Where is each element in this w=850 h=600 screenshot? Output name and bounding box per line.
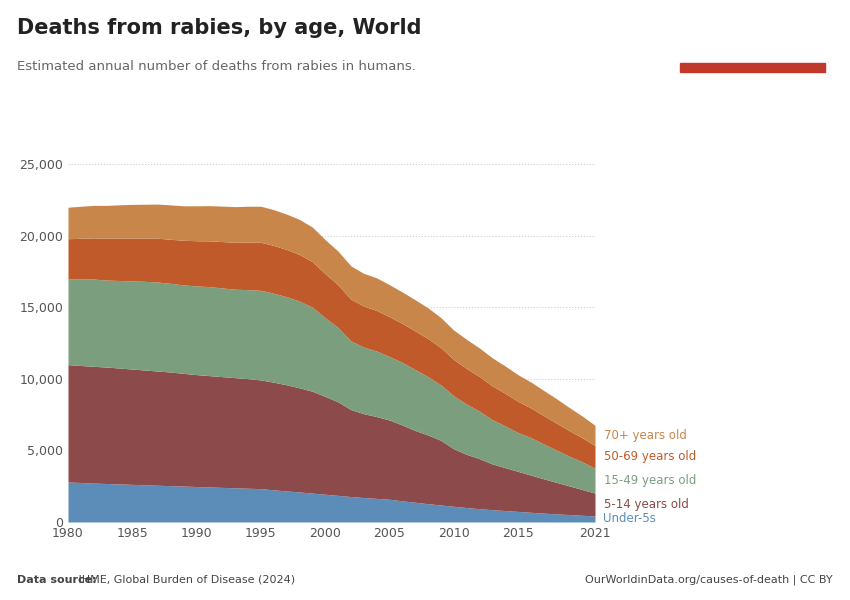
Text: Under-5s: Under-5s [604, 512, 656, 526]
Bar [680, 63, 824, 72]
Text: OurWorldinData.org/causes-of-death | CC BY: OurWorldinData.org/causes-of-death | CC … [586, 575, 833, 585]
Text: 70+ years old: 70+ years old [604, 429, 686, 442]
Text: 50-69 years old: 50-69 years old [604, 451, 696, 463]
Text: 5-14 years old: 5-14 years old [604, 498, 689, 511]
Text: Estimated annual number of deaths from rabies in humans.: Estimated annual number of deaths from r… [17, 60, 416, 73]
Text: IHME, Global Burden of Disease (2024): IHME, Global Burden of Disease (2024) [75, 575, 295, 585]
Text: in Data: in Data [731, 42, 774, 52]
Text: 15-49 years old: 15-49 years old [604, 474, 696, 487]
Text: Our World: Our World [722, 24, 782, 34]
Text: Deaths from rabies, by age, World: Deaths from rabies, by age, World [17, 18, 422, 38]
Text: Data source:: Data source: [17, 575, 97, 585]
